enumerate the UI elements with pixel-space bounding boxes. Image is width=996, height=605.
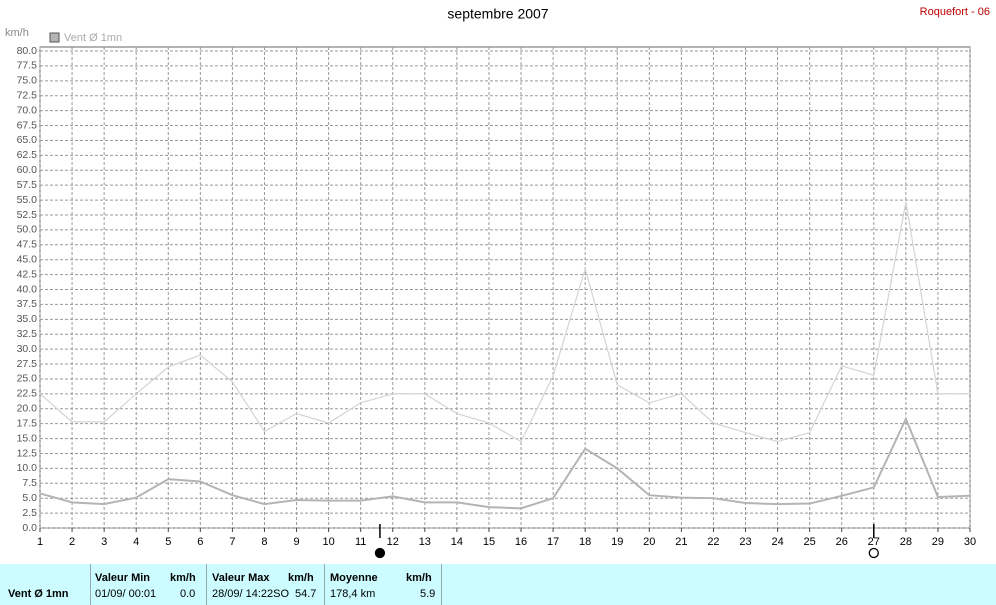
x-tick-label: 12 (387, 536, 399, 548)
y-tick-label: 47.5 (17, 239, 38, 251)
y-tick-label: 60.0 (17, 164, 38, 176)
x-tick-label: 29 (932, 536, 944, 548)
y-tick-label: 42.5 (17, 268, 38, 280)
separator (206, 564, 207, 605)
y-tick-label: 65.0 (17, 134, 38, 146)
mean-unit: km/h (406, 572, 432, 584)
y-tick-label: 2.5 (22, 507, 37, 519)
min-unit: km/h (170, 572, 196, 584)
summary-panel: Vent Ø 1mn Valeur Min km/h 01/09/ 00:01 … (0, 564, 996, 605)
y-tick-label: 50.0 (17, 224, 38, 236)
legend-swatch (49, 32, 60, 43)
x-tick-label: 25 (804, 536, 816, 548)
chart-title: septembre 2007 (447, 6, 548, 22)
mean-value: 5.9 (420, 588, 436, 600)
x-tick-label: 22 (707, 536, 719, 548)
x-tick-label: 1 (37, 536, 43, 548)
mean-header: Moyenne (330, 572, 378, 584)
y-tick-label: 25.0 (17, 373, 38, 385)
x-tick-label: 19 (611, 536, 623, 548)
x-tick-label: 9 (293, 536, 299, 548)
summary-label: Vent Ø 1mn (8, 588, 69, 600)
y-tick-label: 32.5 (17, 328, 38, 340)
min-header: Valeur Min (95, 572, 151, 584)
min-value: 0.0 (180, 588, 196, 600)
x-tick-label: 15 (483, 536, 495, 548)
x-tick-label: 10 (322, 536, 334, 548)
x-tick-label: 28 (900, 536, 912, 548)
y-tick-label: 52.5 (17, 209, 38, 221)
y-tick-label: 57.5 (17, 179, 38, 191)
x-tick-label: 5 (165, 536, 171, 548)
y-tick-label: 80.0 (17, 45, 38, 57)
y-tick-label: 20.0 (17, 403, 38, 415)
y-tick-label: 17.5 (17, 417, 38, 429)
separator (90, 564, 91, 605)
x-tick-label: 27 (868, 536, 880, 548)
y-tick-label: 75.0 (17, 75, 38, 87)
x-tick-label: 21 (675, 536, 687, 548)
x-tick-label: 18 (579, 536, 591, 548)
x-tick-label: 30 (964, 536, 976, 548)
y-tick-label: 37.5 (17, 298, 38, 310)
y-tick-label: 30.0 (17, 343, 38, 355)
series-line (39, 201, 970, 443)
y-tick-label: 27.5 (17, 358, 38, 370)
x-tick-label: 6 (197, 536, 203, 548)
plot-frame (39, 46, 971, 529)
max-value: 54.7 (295, 588, 317, 600)
location-label: Roquefort - 06 (920, 6, 990, 18)
x-tick-label: 4 (133, 536, 139, 548)
x-tick-label: 23 (739, 536, 751, 548)
y-tick-label: 10.0 (17, 462, 38, 474)
y-tick-label: 15.0 (17, 432, 38, 444)
x-tick-label: 11 (355, 536, 366, 548)
x-tick-label: 24 (771, 536, 783, 548)
y-tick-label: 70.0 (17, 104, 38, 116)
y-tick-label: 5.0 (22, 492, 37, 504)
x-tick-label: 20 (643, 536, 655, 548)
x-tick-label: 7 (229, 536, 235, 548)
y-tick-label: 12.5 (17, 447, 38, 459)
mean-distance: 178,4 km (330, 588, 376, 600)
x-tick-label: 2 (69, 536, 75, 548)
legend-label: Vent Ø 1mn (64, 32, 122, 44)
max-date: 28/09/ 14:22SO (212, 588, 290, 600)
series-line (39, 416, 971, 510)
y-tick-label: 40.0 (17, 283, 38, 295)
y-tick-label: 67.5 (17, 119, 38, 131)
moon-phase (868, 547, 879, 559)
chart: septembre 2007 Roquefort - 06 km/h Vent … (5, 6, 990, 559)
separator (441, 564, 442, 605)
y-tick-label: 45.0 (17, 253, 38, 265)
x-tick-label: 17 (547, 536, 559, 548)
y-tick-label: 0.0 (22, 522, 37, 534)
min-date: 01/09/ 00:01 (95, 588, 157, 600)
y-tick-label: 77.5 (17, 60, 38, 72)
y-tick-label: 55.0 (17, 194, 38, 206)
y-tick-label: 35.0 (17, 313, 38, 325)
y-tick-label: 62.5 (17, 149, 38, 161)
max-unit: km/h (288, 572, 314, 584)
y-axis-unit: km/h (5, 27, 29, 39)
y-tick-label: 72.5 (17, 90, 38, 102)
x-tick-label: 8 (261, 536, 267, 548)
x-tick-label: 3 (101, 536, 107, 548)
max-header: Valeur Max (212, 572, 270, 584)
x-tick-label: 13 (419, 536, 431, 548)
separator (324, 564, 325, 605)
moon-phase (374, 547, 386, 559)
x-tick-label: 14 (451, 536, 463, 548)
y-tick-label: 7.5 (22, 477, 37, 489)
y-tick-label: 22.5 (17, 388, 38, 400)
x-tick-label: 16 (515, 536, 527, 548)
x-tick-label: 26 (836, 536, 848, 548)
